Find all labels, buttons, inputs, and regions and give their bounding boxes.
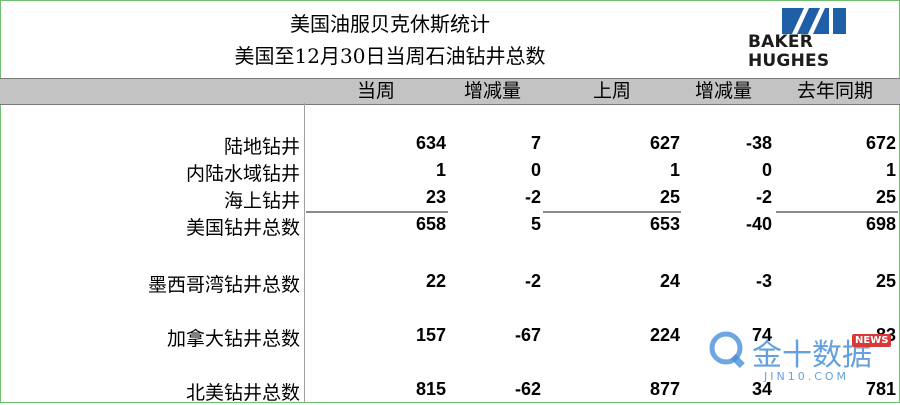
table-cell: 672 [865,133,896,153]
table-cell: 653 [649,214,680,234]
row-label: 陆地钻井 [223,136,300,158]
col-header-current-week: 当周 [357,80,396,102]
table-cell: 7 [530,133,541,153]
table-cell: 0 [761,160,772,180]
table-cell: 25 [875,271,896,291]
col-header-change-1: 增减量 [464,80,522,102]
table-cell: -40 [745,214,772,234]
table-cell: 22 [425,271,446,291]
table-cell: 24 [659,271,680,291]
table-cell: 5 [530,214,541,234]
table-cell: 34 [751,379,772,399]
table-cell: -3 [755,271,772,291]
table-cell: 627 [649,133,680,153]
table-cell: -62 [514,379,541,399]
table-cell: 25 [875,187,896,207]
table-cell: 658 [415,214,446,234]
table-cell: -38 [745,133,772,153]
table-cell: 25 [659,187,680,207]
subtotal-rule [306,211,448,213]
baker-hughes-logo-icon [782,8,846,34]
jin10-watermark: 金十数据 NEWS JIN10.COM [706,326,896,402]
table-cell: -2 [524,271,541,291]
watermark-badge: NEWS [852,334,892,347]
table-cell: 634 [415,133,446,153]
row-label: 墨西哥湾钻井总数 [147,274,300,296]
row-label: 加拿大钻井总数 [166,328,300,350]
report-subtitle: 美国至12月30日当周石油钻井总数 [234,44,546,68]
logo-text-line1: BAKER [748,32,813,52]
table-cell: -2 [524,187,541,207]
table-cell: 1 [885,160,896,180]
row-label: 内陆水域钻井 [185,163,300,185]
table-cell: 1 [435,160,446,180]
logo-text-line2: HUGHES [748,51,830,71]
table-divider [304,103,305,403]
baker-hughes-logo: BAKER HUGHES [748,8,852,71]
subtotal-rule [776,211,898,213]
table-cell: 157 [415,325,446,345]
table-cell: -2 [755,187,772,207]
row-label: 美国钻井总数 [185,217,300,239]
table-cell: 877 [649,379,680,399]
table-cell: 224 [649,325,680,345]
row-label: 海上钻井 [223,190,300,212]
table-cell: 0 [530,160,541,180]
watermark-domain: JIN10.COM [764,370,850,383]
table-cell: 1 [669,160,680,180]
jin10-logo-icon [709,331,745,369]
table-header-band [0,78,900,105]
report-title: 美国油服贝克休斯统计 [290,12,490,36]
table-cell: 781 [865,379,896,399]
col-header-last-week: 上周 [593,80,632,102]
subtotal-rule [543,211,681,213]
row-label: 北美钻井总数 [185,382,300,404]
table-cell: 23 [425,187,446,207]
table-cell: -67 [514,325,541,345]
col-header-change-2: 增减量 [695,80,753,102]
table-cell: 74 [751,325,772,345]
table-cell: 815 [415,379,446,399]
col-header-last-year: 去年同期 [797,80,874,102]
table-cell: 698 [865,214,896,234]
